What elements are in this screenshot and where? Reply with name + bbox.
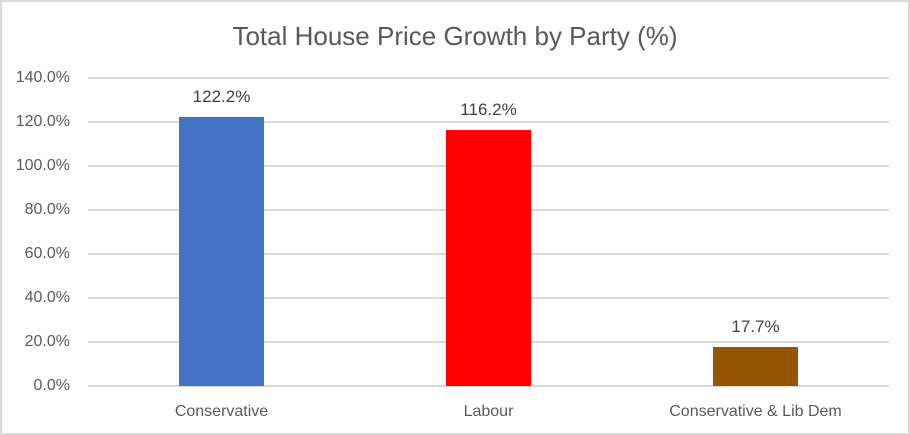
data-label-labour: 116.2% <box>460 100 517 120</box>
y-axis-tick-label: 80.0% <box>24 201 70 218</box>
gridline-0-0 <box>88 385 889 387</box>
x-axis-category-label-conservative: Conservative <box>174 403 269 420</box>
chart-title: Total House Price Growth by Party (%) <box>232 21 678 51</box>
x-axis-category-label-labour: Labour <box>463 403 514 420</box>
bar-conservative <box>179 117 264 386</box>
y-axis-tick-label: 0.0% <box>33 377 70 394</box>
gridline-120-0 <box>88 121 889 123</box>
y-axis-tick-label: 60.0% <box>24 245 70 262</box>
y-axis-tick-label: 40.0% <box>24 289 70 306</box>
gridline-140-0 <box>88 77 889 79</box>
bar-conservative-lib-dem <box>713 347 798 386</box>
y-axis-tick-label: 100.0% <box>15 157 70 174</box>
y-axis-tick-label: 120.0% <box>15 113 70 130</box>
data-label-conservative-lib-dem: 17.7% <box>731 317 780 337</box>
y-axis-tick-label: 140.0% <box>15 69 70 86</box>
bar-labour <box>446 130 531 386</box>
x-axis-category-label-conservative-lib-dem: Conservative & Lib Dem <box>669 403 842 420</box>
data-label-conservative: 122.2% <box>192 87 251 107</box>
y-axis-tick-label: 20.0% <box>24 333 70 350</box>
